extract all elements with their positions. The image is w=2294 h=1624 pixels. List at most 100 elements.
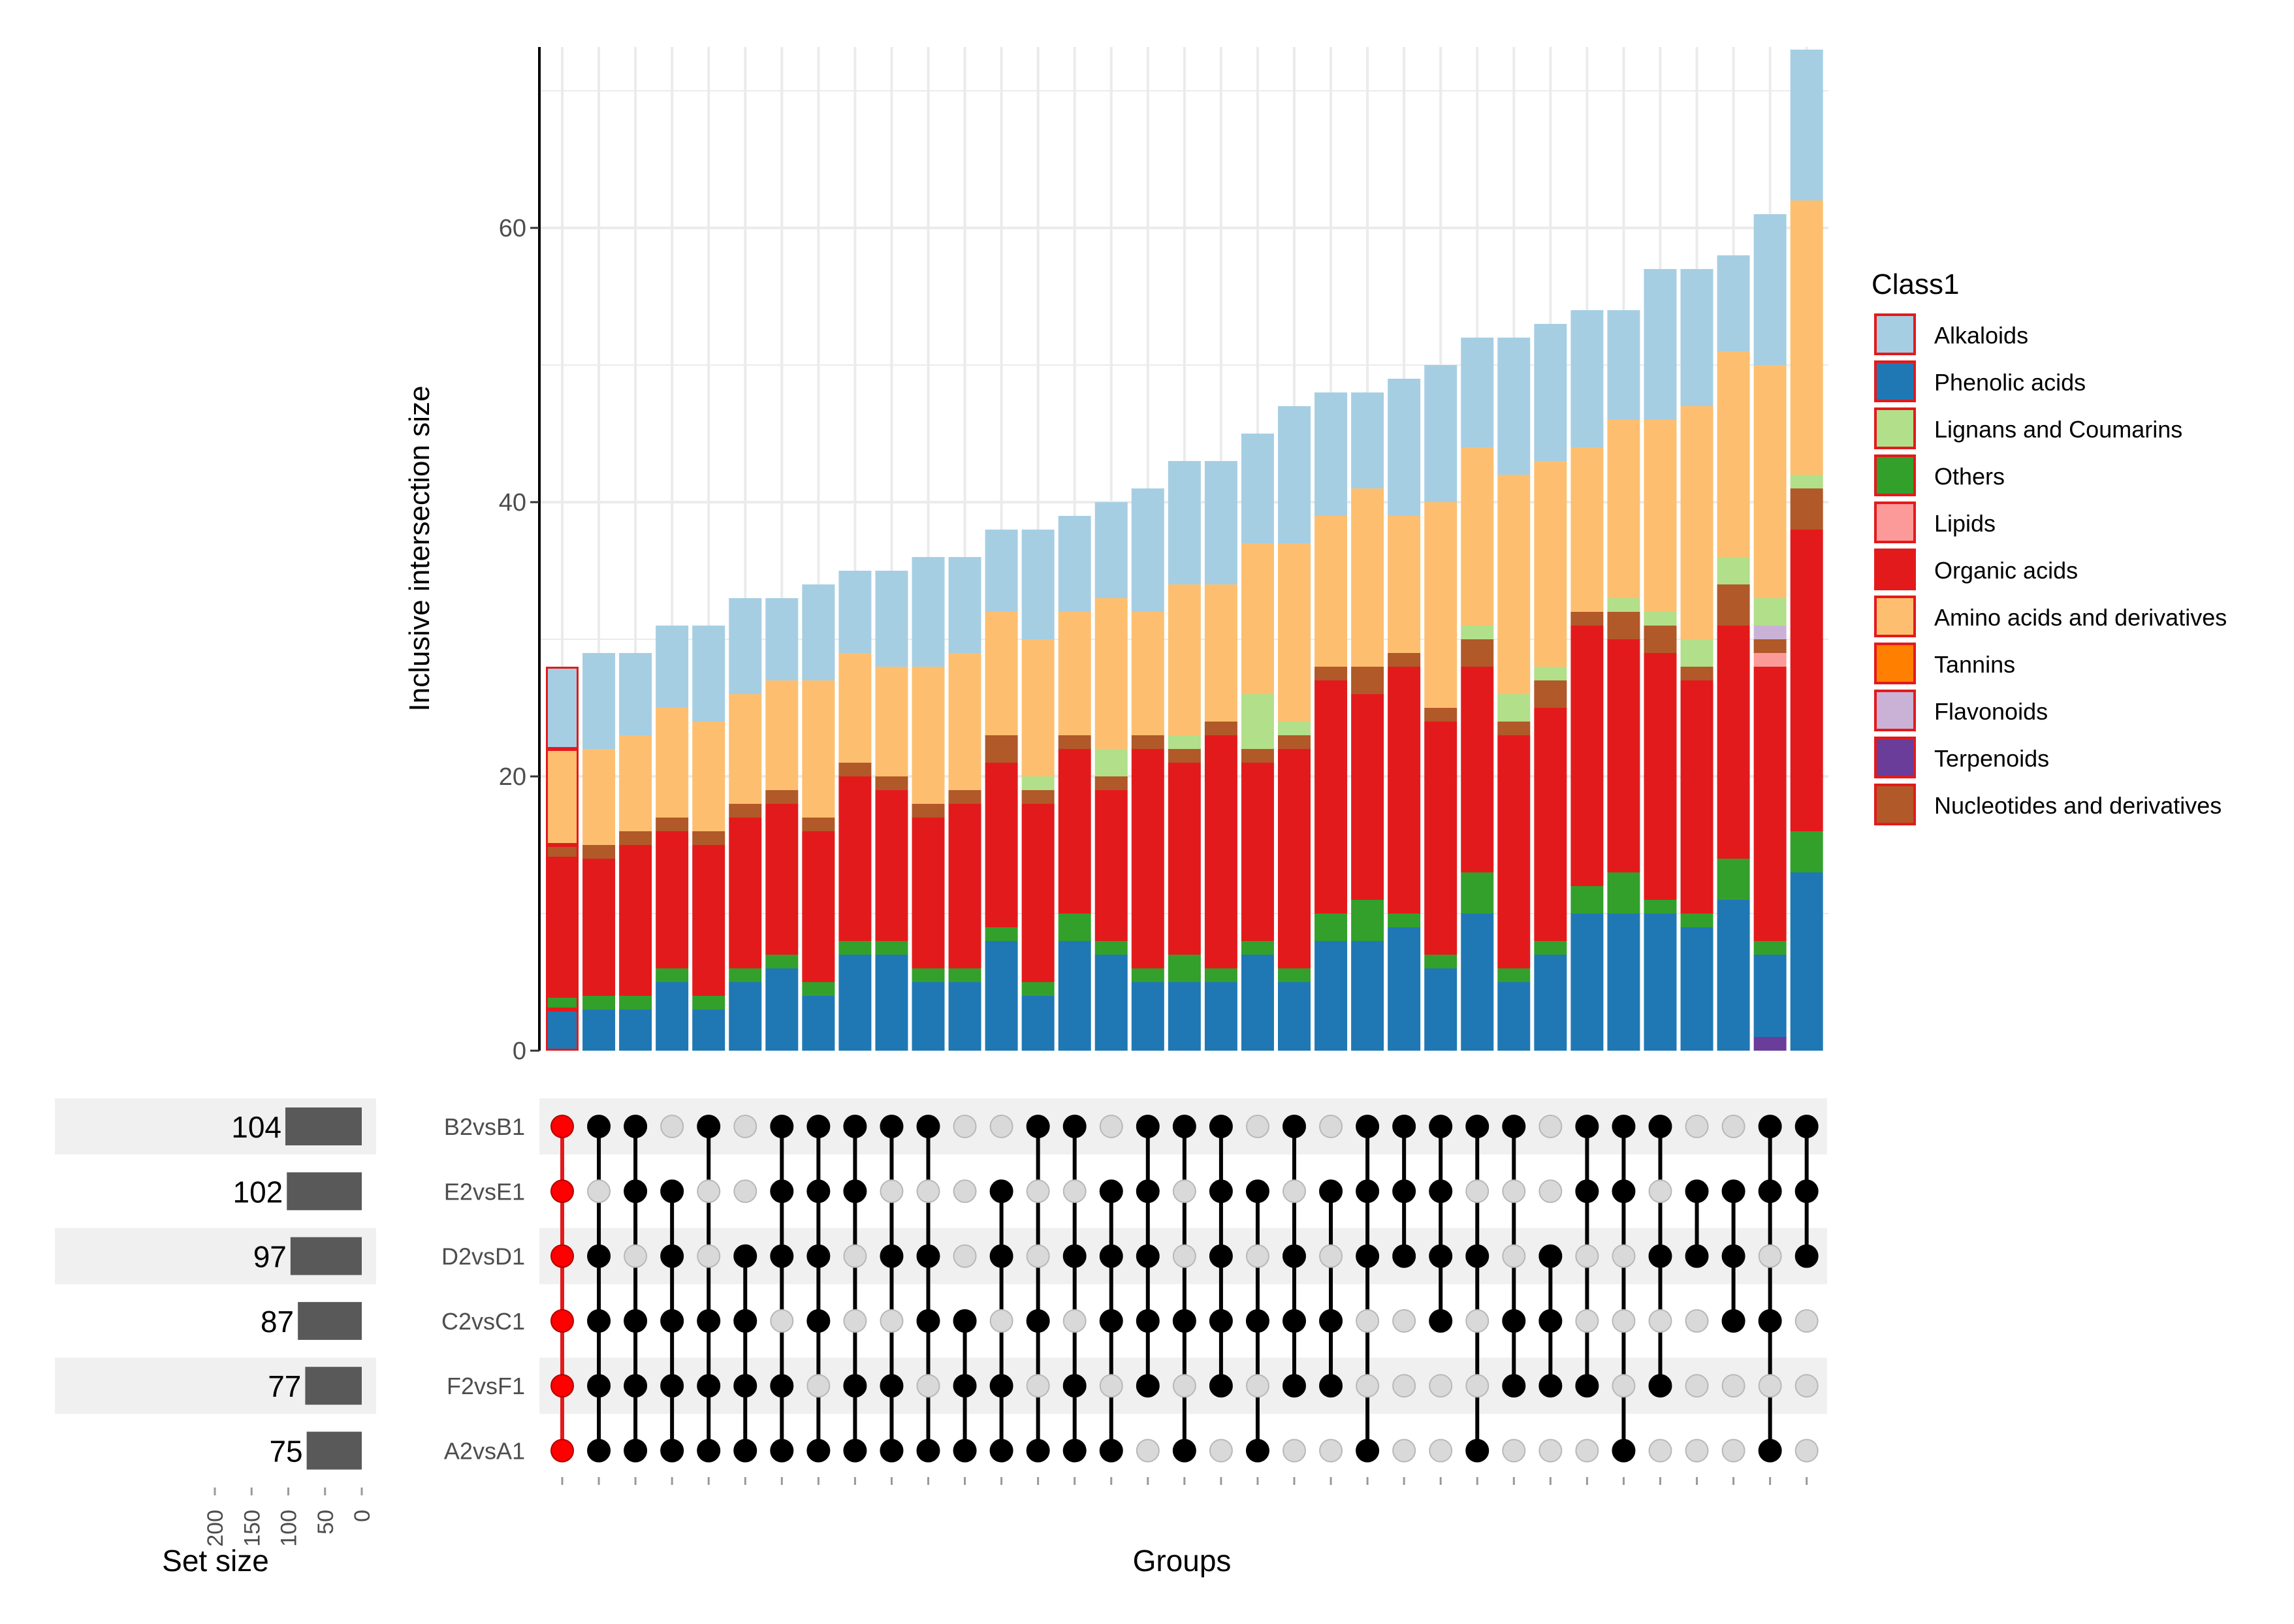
matrix-dot-active (1026, 1115, 1050, 1138)
matrix-dot-inactive (1026, 1374, 1050, 1398)
bar-segment (1314, 516, 1348, 667)
bar-segment (729, 968, 762, 982)
bar-segment (1131, 968, 1164, 982)
bar-segment (1351, 488, 1384, 667)
bar-segment (1753, 214, 1787, 365)
matrix-dot-active (1209, 1179, 1233, 1203)
matrix-dot-inactive (1794, 1439, 1819, 1463)
matrix-dot-active (1136, 1244, 1160, 1268)
matrix-dot-active (1721, 1244, 1745, 1268)
matrix-dot-inactive (1245, 1115, 1269, 1138)
bar-segment (1717, 351, 1750, 557)
matrix-dot-active (1429, 1244, 1453, 1268)
bar-segment (582, 845, 616, 859)
matrix-dot-active (1612, 1179, 1636, 1203)
matrix-dot-active (1136, 1179, 1160, 1203)
matrix-dots (550, 1115, 1819, 1485)
matrix-dot-inactive (1319, 1115, 1343, 1138)
bar-segment (1607, 420, 1640, 598)
matrix-dot-active (660, 1374, 684, 1398)
bar-segment (582, 996, 616, 1010)
bar-segment (1278, 749, 1311, 968)
bar-segment (1753, 365, 1787, 598)
set-size-bar (298, 1301, 362, 1340)
intersection-bars (546, 50, 1823, 1051)
bar-segment (985, 530, 1018, 612)
highlight-segment-outline (546, 1010, 579, 1051)
bar-segment (1680, 914, 1713, 927)
bar-segment (985, 735, 1018, 763)
legend-swatch (1874, 313, 1916, 355)
bar-segment (656, 982, 689, 1051)
bar-segment (1278, 982, 1311, 1051)
matrix-dot-active (697, 1439, 721, 1463)
matrix-dot-active (989, 1439, 1013, 1463)
bar-segment (838, 941, 872, 955)
matrix-dot-inactive (989, 1309, 1013, 1333)
legend-swatch (1874, 502, 1916, 543)
bar-segment (1278, 735, 1311, 749)
bar-segment (1607, 612, 1640, 639)
bar-segment (656, 831, 689, 968)
bar-segment (1461, 626, 1494, 639)
bar-segment (1570, 612, 1604, 626)
matrix-dot-inactive (733, 1179, 757, 1203)
matrix-dot-active (916, 1309, 940, 1333)
bar-segment (1058, 735, 1091, 749)
matrix-dot-active (880, 1439, 904, 1463)
bar-segment (1497, 968, 1531, 982)
matrix-dot-active (587, 1244, 611, 1268)
matrix-dot-inactive (843, 1309, 867, 1333)
matrix-dot-active (953, 1439, 977, 1463)
bar-segment (1753, 941, 1787, 955)
matrix-dot-active (989, 1374, 1013, 1398)
bar-segment (546, 845, 579, 859)
matrix-dot-inactive (1685, 1309, 1709, 1333)
legend-label: Amino acids and derivatives (1934, 604, 2227, 631)
bar-segment (1168, 584, 1201, 735)
set-size-bar (305, 1367, 362, 1405)
bar-segment (619, 996, 652, 1010)
matrix-dot-active (989, 1244, 1013, 1268)
highlight-outlines (546, 667, 579, 1051)
matrix-dot-active (770, 1374, 794, 1398)
bar-segment (1094, 941, 1128, 955)
matrix-dot-inactive (1612, 1374, 1636, 1398)
bar-segment (1168, 749, 1201, 763)
bar-segment (1388, 667, 1421, 914)
bar-segment (948, 982, 981, 1051)
bar-segment (546, 1010, 579, 1051)
matrix-dot-active (1319, 1309, 1343, 1333)
matrix-dot-inactive (880, 1309, 904, 1333)
matrix-dot-inactive (587, 1179, 611, 1203)
matrix-dot-active (953, 1309, 977, 1333)
matrix-dot-inactive (1465, 1374, 1490, 1398)
bar-segment (1278, 543, 1311, 722)
bar-segment (1680, 667, 1713, 680)
bar-segment (765, 955, 799, 968)
matrix-dot-active (624, 1115, 648, 1138)
set-size-value: 97 (253, 1240, 287, 1274)
matrix-dot-active (989, 1179, 1013, 1203)
bar-segment (692, 1010, 725, 1051)
bar-segment (729, 804, 762, 818)
bar-segment (1351, 941, 1384, 1051)
matrix-dot-inactive (1612, 1309, 1636, 1333)
matrix-dot-active (1758, 1179, 1782, 1203)
matrix-dot-active (1245, 1179, 1269, 1203)
matrix-dot-inactive (953, 1179, 977, 1203)
bar-segment (1717, 900, 1750, 1051)
bar-segment (1021, 804, 1055, 982)
matrix-dot-active (1648, 1374, 1672, 1398)
matrix-dot-inactive (1392, 1309, 1416, 1333)
y-tick-label: 40 (499, 489, 526, 517)
matrix-dot-inactive (1685, 1115, 1709, 1138)
matrix-dot-active (1429, 1179, 1453, 1203)
bar-segment (1131, 982, 1164, 1051)
bar-segment (1241, 749, 1274, 763)
matrix-dot-inactive (916, 1374, 940, 1398)
bar-segment (656, 626, 689, 708)
set-label: C2vsC1 (441, 1308, 525, 1335)
bar-segment (1094, 955, 1128, 1051)
matrix-dot-inactive (1758, 1244, 1782, 1268)
